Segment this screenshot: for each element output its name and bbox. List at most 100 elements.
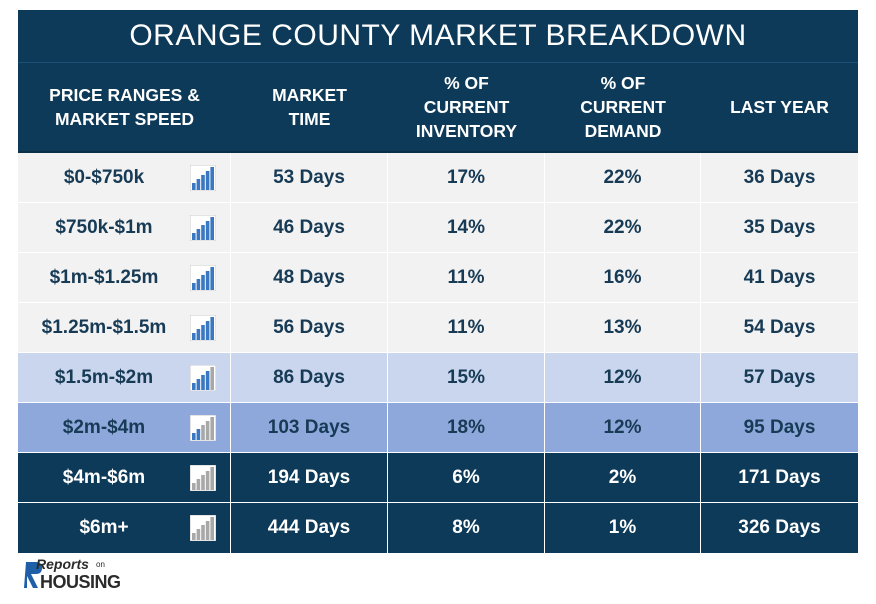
icon-bar: [196, 529, 201, 540]
market-breakdown-table: ORANGE COUNTY MARKET BREAKDOWN PRICE RAN…: [18, 10, 858, 553]
icon-bar: [192, 483, 196, 490]
icon-bar: [205, 321, 210, 340]
icon-bar: [196, 379, 201, 390]
icon-bar: [205, 271, 210, 290]
cell-market-time: 53 Days: [231, 153, 388, 202]
table-row: $0-$750k 53 Days 17% 22% 36 Days: [18, 153, 858, 203]
icon-bar: [205, 371, 210, 390]
price-range-label: $2m-$4m: [62, 416, 146, 438]
icon-bar: [201, 275, 205, 290]
header-current-inventory: % OF CURRENT INVENTORY: [388, 63, 545, 151]
table-row: $6m+ 444 Days 8% 1% 326 Days: [18, 503, 858, 553]
price-range-label: $6m+: [79, 517, 129, 538]
cell-price-range: $4m-$6m: [18, 453, 231, 502]
logo-on: on: [96, 560, 105, 569]
cell-inventory: 18%: [388, 403, 545, 452]
price-range-label: $0-$750k: [63, 166, 145, 188]
price-range-label: $4m-$6m: [62, 466, 146, 488]
header-line: TIME: [288, 109, 331, 129]
cell-demand: 12%: [545, 403, 701, 452]
cell-demand: 1%: [545, 503, 701, 553]
cell-demand: 22%: [545, 203, 701, 252]
cell-market-time: 103 Days: [231, 403, 388, 452]
icon-bar: [201, 425, 205, 440]
header-price-ranges: PRICE RANGES & MARKET SPEED: [18, 63, 231, 151]
table-row: $750k-$1m 46 Days 14% 22% 35 Days: [18, 203, 858, 253]
cell-market-time: 48 Days: [231, 253, 388, 302]
bar-chart-fast-icon: [190, 315, 216, 341]
header-line: % OF: [444, 73, 489, 93]
table-row: $1.5m-$2m 86 Days 15% 12% 57 Days: [18, 353, 858, 403]
icon-bar: [205, 521, 210, 540]
cell-last-year: 54 Days: [701, 303, 858, 352]
table-row: $4m-$6m 194 Days 6% 2% 171 Days: [18, 453, 858, 503]
icon-bar: [210, 517, 214, 540]
price-range-label: $1m-$1.25m: [49, 266, 159, 288]
reports-on-housing-logo: Reports on HOUSING: [22, 556, 132, 596]
cell-last-year: 57 Days: [701, 353, 858, 402]
icon-bar: [192, 433, 196, 440]
cell-price-range: $2m-$4m: [18, 403, 231, 452]
header-line: % OF: [600, 73, 646, 93]
bar-chart-slow-icon: [190, 415, 216, 441]
cell-inventory: 6%: [388, 453, 545, 502]
icon-bar: [210, 417, 214, 440]
cell-last-year: 171 Days: [701, 453, 858, 502]
icon-bar: [210, 317, 214, 340]
icon-bar: [196, 329, 201, 340]
icon-bar: [210, 467, 214, 490]
cell-demand: 12%: [545, 353, 701, 402]
cell-inventory: 15%: [388, 353, 545, 402]
icon-bar: [201, 375, 205, 390]
icon-bar: [201, 225, 205, 240]
logo-housing: HOUSING: [40, 572, 121, 592]
header-market-time: MARKET TIME: [231, 63, 388, 151]
header-current-demand: % OF CURRENT DEMAND: [545, 63, 701, 151]
cell-last-year: 41 Days: [701, 253, 858, 302]
icon-bar: [205, 421, 210, 440]
cell-price-range: $1.25m-$1.5m: [18, 303, 231, 352]
header-line: CURRENT: [580, 97, 666, 117]
cell-inventory: 17%: [388, 153, 545, 202]
table-header: PRICE RANGES & MARKET SPEED MARKET TIME …: [18, 62, 858, 151]
header-line: MARKET SPEED: [54, 109, 195, 129]
bar-chart-fast-icon: [190, 215, 216, 241]
table-row: $2m-$4m 103 Days 18% 12% 95 Days: [18, 403, 858, 453]
cell-demand: 13%: [545, 303, 701, 352]
icon-bar: [192, 233, 196, 240]
bar-chart-fast-icon: [190, 165, 216, 191]
icon-bar: [210, 267, 214, 290]
header-line: DEMAND: [584, 121, 662, 141]
bar-chart-slowest-icon: [190, 465, 216, 491]
header-last-year: LAST YEAR: [701, 63, 858, 151]
icon-bar: [201, 475, 205, 490]
bar-chart-medium-icon: [190, 365, 216, 391]
table-body: $0-$750k 53 Days 17% 22% 36 Days $750k-$1m 46 …: [18, 151, 858, 553]
icon-bar: [201, 325, 205, 340]
cell-last-year: 95 Days: [701, 403, 858, 452]
cell-market-time: 56 Days: [231, 303, 388, 352]
table-row: $1m-$1.25m 48 Days 11% 16% 41 Days: [18, 253, 858, 303]
cell-inventory: 11%: [388, 303, 545, 352]
cell-price-range: $6m+: [18, 503, 231, 553]
cell-inventory: 8%: [388, 503, 545, 553]
table-title: ORANGE COUNTY MARKET BREAKDOWN: [18, 10, 858, 62]
icon-bar: [196, 179, 201, 190]
bar-chart-slowest-icon: [190, 515, 216, 541]
cell-price-range: $1.5m-$2m: [18, 353, 231, 402]
icon-bar: [192, 183, 196, 190]
cell-market-time: 194 Days: [231, 453, 388, 502]
icon-bar: [196, 479, 201, 490]
header-line: INVENTORY: [415, 121, 518, 141]
price-range-label: $750k-$1m: [55, 216, 153, 238]
cell-market-time: 46 Days: [231, 203, 388, 252]
icon-bar: [210, 367, 214, 390]
icon-bar: [210, 167, 214, 190]
cell-last-year: 35 Days: [701, 203, 858, 252]
cell-price-range: $1m-$1.25m: [18, 253, 231, 302]
logo-reports: Reports: [36, 556, 89, 572]
cell-last-year: 326 Days: [701, 503, 858, 553]
bar-chart-fast-icon: [190, 265, 216, 291]
cell-demand: 22%: [545, 153, 701, 202]
price-range-label: $1.5m-$2m: [54, 366, 154, 388]
